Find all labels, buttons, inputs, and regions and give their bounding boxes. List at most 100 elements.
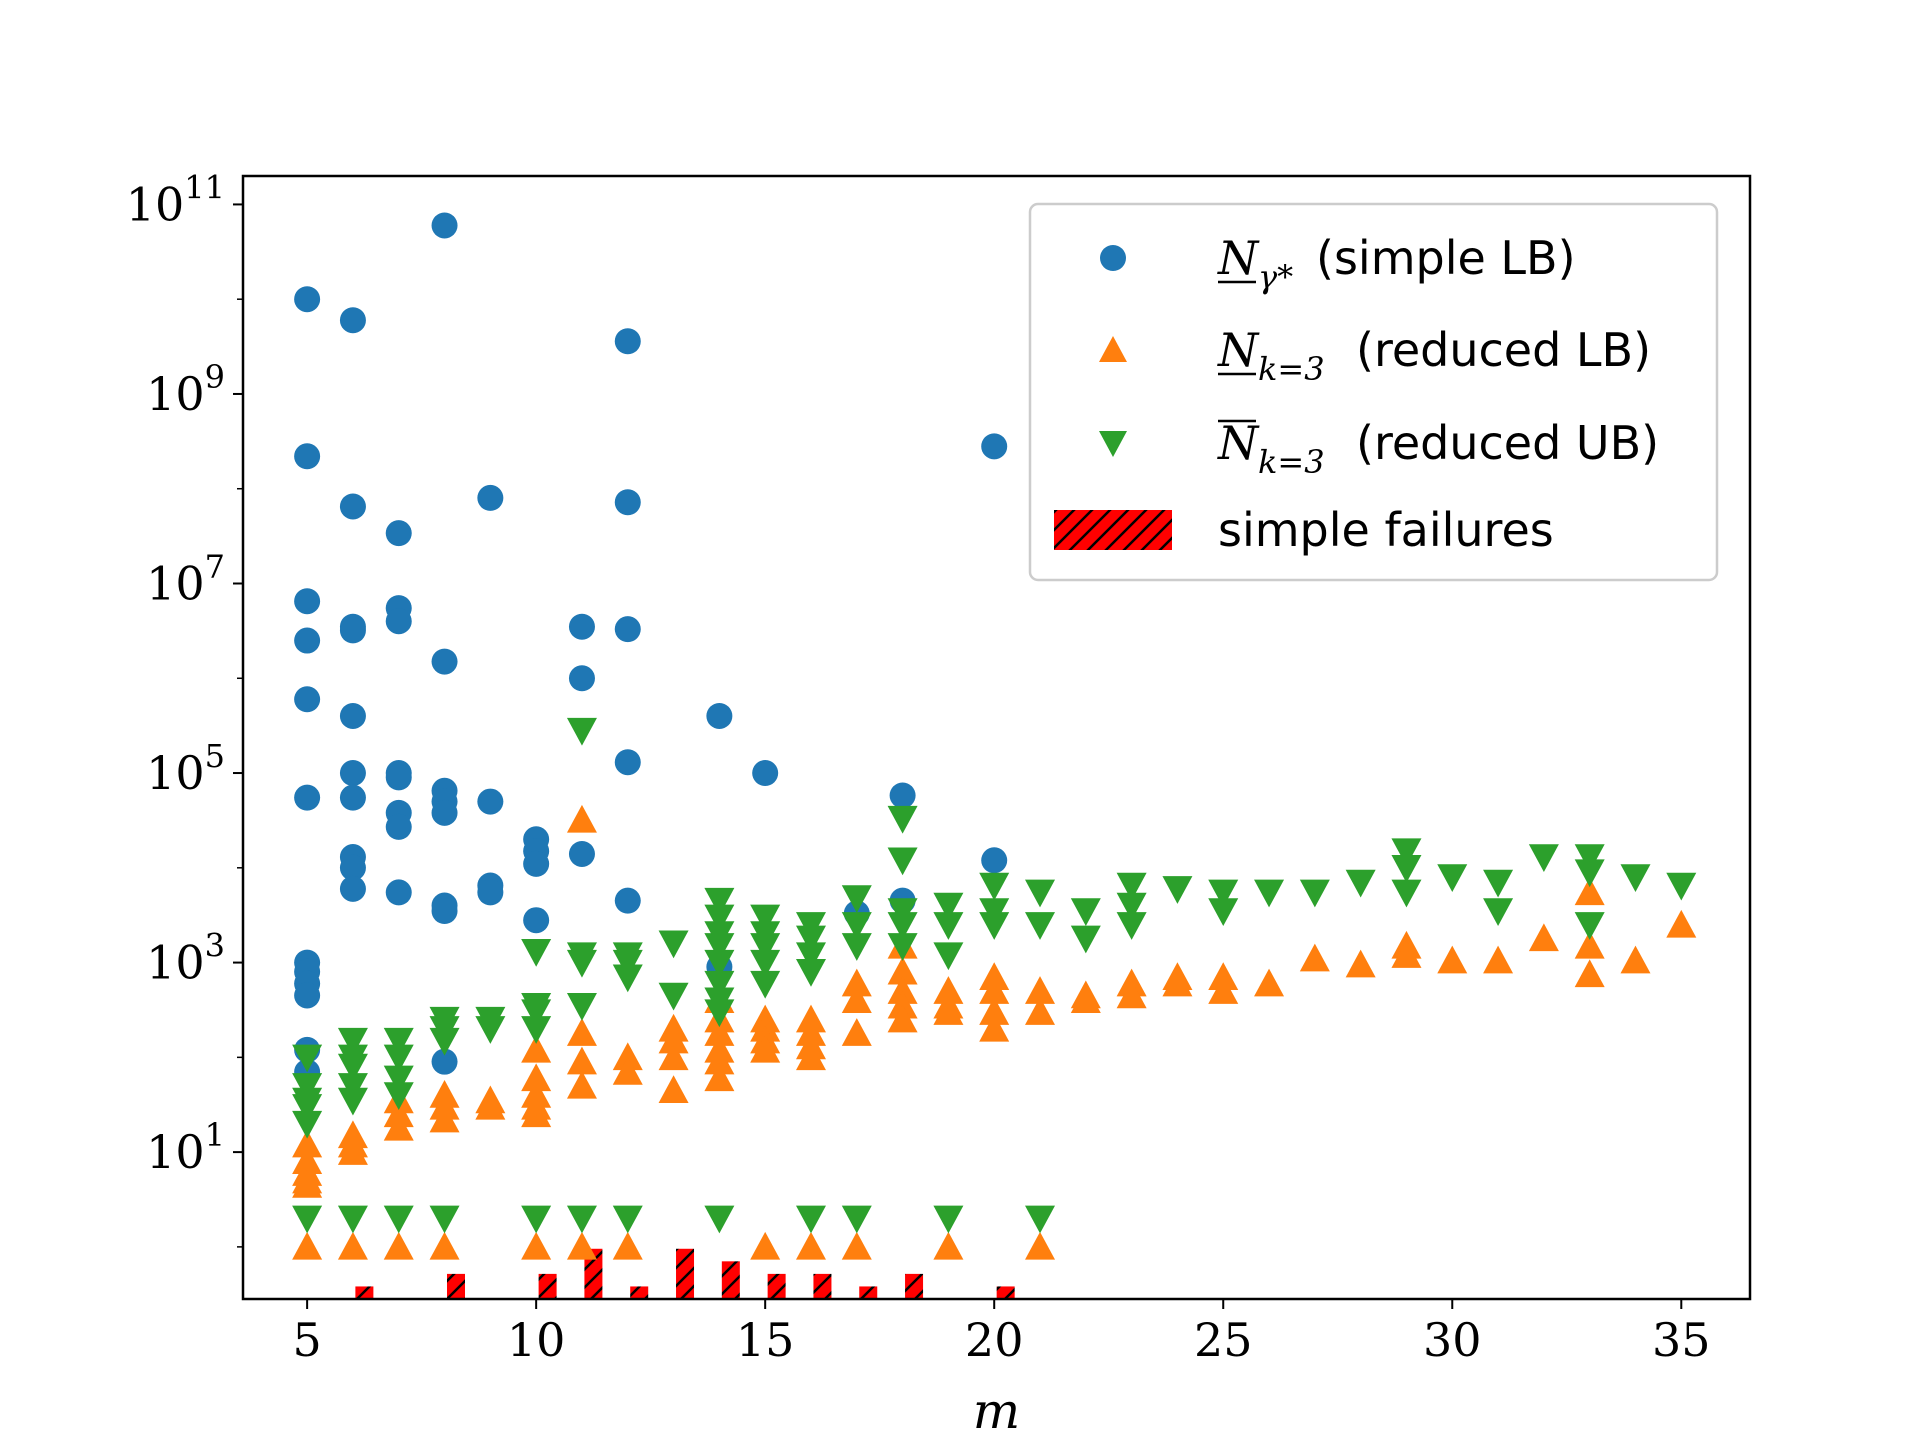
- data-point-reduced-ub: [566, 717, 597, 746]
- data-point-reduced-ub: [1254, 879, 1285, 908]
- data-point-simple-lb: [385, 813, 412, 840]
- data-point-reduced-lb: [475, 1091, 506, 1120]
- data-point-reduced-ub: [612, 964, 643, 993]
- x-tick-label: 15: [736, 1313, 795, 1367]
- data-point-reduced-ub: [566, 949, 597, 978]
- data-point-reduced-ub: [750, 949, 781, 978]
- data-point-reduced-ub: [521, 1016, 552, 1044]
- y-tick-label: 109: [146, 358, 225, 421]
- data-point-reduced-lb: [1162, 968, 1193, 997]
- legend-box: [1028, 202, 1719, 582]
- data-point-reduced-ub: [383, 1205, 414, 1234]
- data-point-reduced-ub: [292, 1073, 323, 1101]
- data-point-reduced-lb: [521, 1231, 552, 1260]
- data-point-simple-lb: [889, 782, 916, 809]
- data-point-reduced-lb: [1025, 997, 1056, 1025]
- data-point-reduced-lb: [658, 1042, 689, 1071]
- data-point-reduced-lb: [750, 1034, 781, 1063]
- data-point-reduced-ub: [292, 1044, 323, 1073]
- data-point-reduced-ub: [1025, 912, 1056, 940]
- data-point-reduced-lb: [933, 1231, 964, 1260]
- x-tick-label: 5: [292, 1313, 321, 1367]
- data-point-reduced-lb: [1299, 943, 1330, 972]
- data-point-reduced-ub: [887, 805, 918, 834]
- failure-bar: [996, 1286, 1015, 1299]
- data-point-reduced-ub: [704, 949, 735, 978]
- data-point-simple-lb: [294, 784, 321, 811]
- data-point-reduced-ub: [1208, 898, 1239, 927]
- data-point-reduced-lb: [841, 985, 872, 1014]
- data-point-reduced-ub: [383, 1044, 414, 1073]
- data-point-reduced-lb: [704, 1063, 735, 1092]
- data-point-simple-lb: [294, 627, 321, 654]
- data-point-reduced-ub: [521, 1205, 552, 1234]
- data-point-reduced-lb: [337, 1137, 368, 1165]
- data-point-simple-lb: [385, 520, 412, 547]
- data-point-simple-lb: [385, 608, 412, 635]
- data-point-reduced-ub: [841, 933, 872, 961]
- data-point-reduced-ub: [566, 993, 597, 1021]
- y-tick-label: 1011: [126, 168, 225, 231]
- data-point-reduced-lb: [521, 1099, 552, 1128]
- data-point-reduced-lb: [383, 1112, 414, 1141]
- x-axis-ticks: 5 10 15 20 25 30 35: [292, 1299, 1711, 1367]
- data-point-simple-lb: [339, 760, 366, 787]
- x-tick-label: 20: [965, 1313, 1024, 1367]
- data-point-reduced-lb: [566, 804, 597, 833]
- data-point-reduced-lb: [1254, 968, 1285, 997]
- data-point-simple-lb: [614, 328, 641, 355]
- data-point-simple-lb: [752, 760, 779, 787]
- failure-bar: [584, 1248, 603, 1299]
- data-point-reduced-ub: [1528, 844, 1559, 873]
- data-point-reduced-ub: [658, 982, 689, 1011]
- legend-subscript: γ*: [1258, 258, 1293, 296]
- data-point-reduced-ub: [1070, 898, 1101, 927]
- failure-bar: [721, 1261, 740, 1299]
- data-point-simple-lb: [614, 749, 641, 776]
- data-point-reduced-lb: [1574, 877, 1605, 906]
- data-point-reduced-ub: [1391, 879, 1422, 908]
- data-point-reduced-ub: [337, 1073, 368, 1101]
- data-point-reduced-ub: [337, 1027, 368, 1056]
- legend-marker-failures: [1054, 510, 1172, 550]
- data-point-simple-lb: [385, 879, 412, 906]
- data-point-reduced-lb: [1116, 980, 1147, 1009]
- data-point-reduced-lb: [612, 1057, 643, 1085]
- legend-label: simple failures: [1218, 503, 1554, 557]
- data-point-reduced-lb: [841, 968, 872, 997]
- data-point-simple-lb: [568, 613, 595, 640]
- data-point-reduced-ub: [1391, 855, 1422, 883]
- x-tick-label: 10: [507, 1313, 566, 1367]
- data-point-reduced-ub: [887, 933, 918, 961]
- data-point-simple-lb: [477, 484, 504, 511]
- data-point-reduced-ub: [383, 1065, 414, 1094]
- data-point-reduced-lb: [292, 1169, 323, 1198]
- data-point-reduced-ub: [795, 942, 826, 971]
- data-point-reduced-ub: [704, 933, 735, 961]
- x-tick-label: 30: [1423, 1313, 1482, 1367]
- data-point-reduced-lb: [566, 1018, 597, 1046]
- data-point-reduced-lb: [750, 1231, 781, 1260]
- data-point-reduced-ub: [292, 1205, 323, 1234]
- data-point-reduced-lb: [658, 1025, 689, 1054]
- data-point-reduced-lb: [979, 997, 1010, 1025]
- data-point-reduced-ub: [1162, 876, 1193, 904]
- data-point-reduced-ub: [337, 1205, 368, 1234]
- data-point-reduced-lb: [1483, 945, 1514, 974]
- data-point-reduced-ub: [612, 949, 643, 978]
- data-point-reduced-ub: [429, 1205, 460, 1234]
- legend-label: (reduced LB): [1356, 323, 1651, 377]
- data-point-reduced-ub: [521, 999, 552, 1028]
- data-point-reduced-lb: [979, 976, 1010, 1004]
- legend-label: (reduced UB): [1356, 416, 1659, 470]
- data-point-simple-lb: [294, 443, 321, 470]
- failure-bar: [630, 1286, 649, 1299]
- data-point-reduced-ub: [1574, 844, 1605, 873]
- data-point-simple-lb: [294, 982, 321, 1009]
- data-point-simple-lb: [339, 784, 366, 811]
- data-point-reduced-ub: [750, 933, 781, 961]
- data-point-simple-lb: [339, 875, 366, 902]
- data-point-reduced-lb: [292, 1129, 323, 1158]
- data-point-reduced-ub: [429, 1027, 460, 1056]
- data-point-simple-lb: [523, 850, 550, 877]
